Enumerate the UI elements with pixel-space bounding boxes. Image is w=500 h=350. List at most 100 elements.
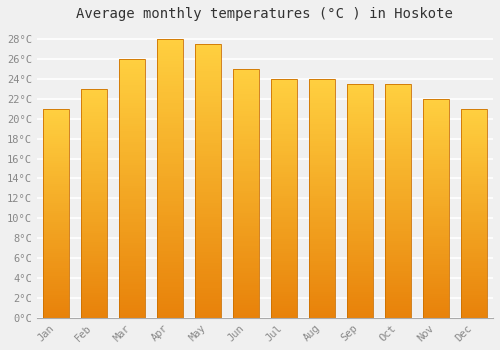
Bar — [422, 156, 450, 158]
Bar — [346, 119, 374, 121]
Bar — [346, 124, 374, 126]
Bar — [80, 276, 107, 279]
Bar — [194, 247, 221, 250]
Bar — [42, 303, 69, 305]
Bar — [270, 253, 297, 256]
Bar — [194, 285, 221, 288]
Bar — [308, 98, 336, 100]
Bar — [422, 226, 450, 228]
Bar — [194, 290, 221, 293]
Bar — [232, 201, 259, 203]
Bar — [346, 147, 374, 149]
Bar — [422, 309, 450, 311]
Bar — [80, 217, 107, 219]
Bar — [384, 91, 411, 93]
Bar — [384, 117, 411, 119]
Bar — [422, 241, 450, 243]
Bar — [346, 133, 374, 135]
Bar — [270, 93, 297, 96]
Bar — [232, 111, 259, 114]
Bar — [384, 219, 411, 222]
Bar — [194, 88, 221, 91]
Bar — [384, 173, 411, 175]
Bar — [308, 287, 336, 289]
Bar — [346, 198, 374, 201]
Bar — [118, 168, 145, 170]
Bar — [384, 135, 411, 138]
Bar — [460, 111, 487, 113]
Bar — [80, 187, 107, 190]
Bar — [118, 113, 145, 116]
Bar — [270, 141, 297, 144]
Bar — [194, 197, 221, 200]
Bar — [80, 116, 107, 119]
Bar — [460, 309, 487, 312]
Bar — [460, 280, 487, 282]
Bar — [80, 174, 107, 176]
Bar — [232, 181, 259, 183]
Bar — [346, 191, 374, 194]
Bar — [42, 232, 69, 234]
Bar — [270, 129, 297, 132]
Bar — [422, 184, 450, 187]
Bar — [194, 170, 221, 173]
Bar — [308, 217, 336, 220]
Bar — [422, 222, 450, 224]
Bar — [118, 80, 145, 82]
Bar — [422, 265, 450, 267]
Bar — [80, 215, 107, 217]
Bar — [194, 307, 221, 310]
Bar — [42, 295, 69, 297]
Bar — [42, 207, 69, 209]
Bar — [80, 160, 107, 162]
Bar — [156, 164, 183, 167]
Bar — [156, 301, 183, 304]
Bar — [422, 281, 450, 283]
Bar — [346, 292, 374, 294]
Bar — [460, 136, 487, 138]
Bar — [42, 123, 69, 125]
Bar — [80, 183, 107, 185]
Bar — [232, 286, 259, 288]
Bar — [460, 215, 487, 217]
Bar — [118, 85, 145, 88]
Bar — [270, 268, 297, 270]
Bar — [384, 201, 411, 203]
Bar — [156, 290, 183, 293]
Bar — [308, 139, 336, 141]
Bar — [156, 122, 183, 125]
Bar — [308, 117, 336, 119]
Bar — [384, 311, 411, 313]
Bar — [422, 250, 450, 252]
Bar — [422, 243, 450, 246]
Bar — [460, 144, 487, 146]
Bar — [42, 299, 69, 301]
Bar — [80, 146, 107, 148]
Bar — [42, 138, 69, 140]
Bar — [80, 199, 107, 201]
Bar — [460, 253, 487, 255]
Bar — [346, 103, 374, 105]
Bar — [80, 272, 107, 274]
Bar — [308, 268, 336, 270]
Bar — [460, 134, 487, 136]
Bar — [194, 236, 221, 238]
Bar — [156, 282, 183, 285]
Bar — [156, 234, 183, 237]
Bar — [42, 172, 69, 174]
Bar — [460, 238, 487, 240]
Bar — [232, 278, 259, 280]
Bar — [194, 107, 221, 110]
Bar — [232, 174, 259, 176]
Bar — [308, 294, 336, 296]
Bar — [346, 159, 374, 161]
Bar — [270, 194, 297, 196]
Bar — [384, 205, 411, 208]
Bar — [346, 203, 374, 205]
Bar — [156, 212, 183, 215]
Bar — [80, 284, 107, 286]
Bar — [118, 88, 145, 90]
Bar — [270, 112, 297, 115]
Bar — [80, 311, 107, 313]
Bar — [270, 251, 297, 253]
